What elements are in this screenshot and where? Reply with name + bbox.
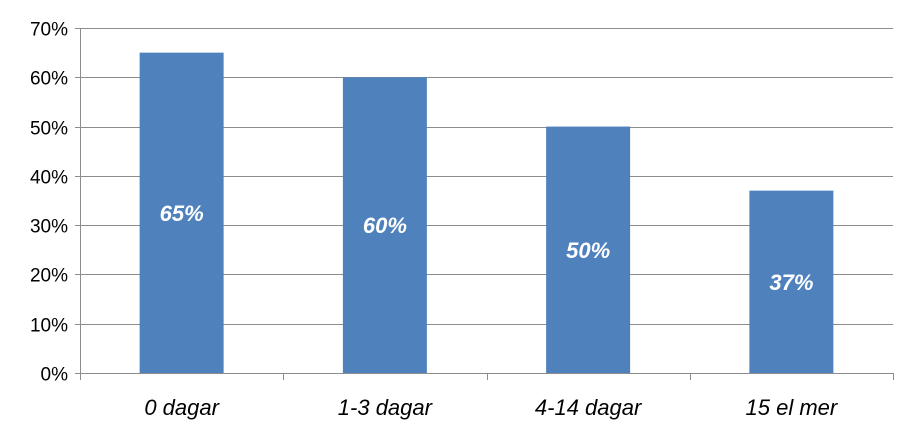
bar (749, 190, 834, 373)
y-tick-label: 60% (30, 69, 68, 90)
y-tick-label: 30% (30, 217, 68, 238)
data-label: 37% (769, 270, 813, 295)
data-label: 50% (566, 238, 610, 263)
axes (75, 28, 894, 380)
x-tick-label: 15 el mer (746, 395, 839, 420)
y-axis-tick-labels: 0% 10% 20% 30% 40% 50% 60% 70% (30, 20, 68, 386)
x-axis-tick-labels: 0 dagar 1-3 dagar 4-14 dagar 15 el mer (144, 395, 839, 420)
bars (139, 52, 834, 374)
data-labels: 65% 60% 50% 37% (160, 201, 814, 295)
y-tick-label: 40% (30, 168, 68, 189)
x-tick-label: 1-3 dagar (338, 395, 434, 420)
data-label: 65% (160, 201, 204, 226)
y-tick-label: 0% (41, 365, 69, 386)
y-tick-label: 50% (30, 119, 68, 140)
x-tick-label: 4-14 dagar (535, 395, 643, 420)
bar (546, 126, 631, 373)
bar (139, 52, 224, 374)
x-tick-label: 0 dagar (144, 395, 220, 420)
bar (342, 77, 427, 374)
y-tick-label: 20% (30, 266, 68, 287)
y-tick-label: 70% (30, 20, 68, 41)
y-tick-label: 10% (30, 316, 68, 337)
data-label: 60% (363, 213, 407, 238)
